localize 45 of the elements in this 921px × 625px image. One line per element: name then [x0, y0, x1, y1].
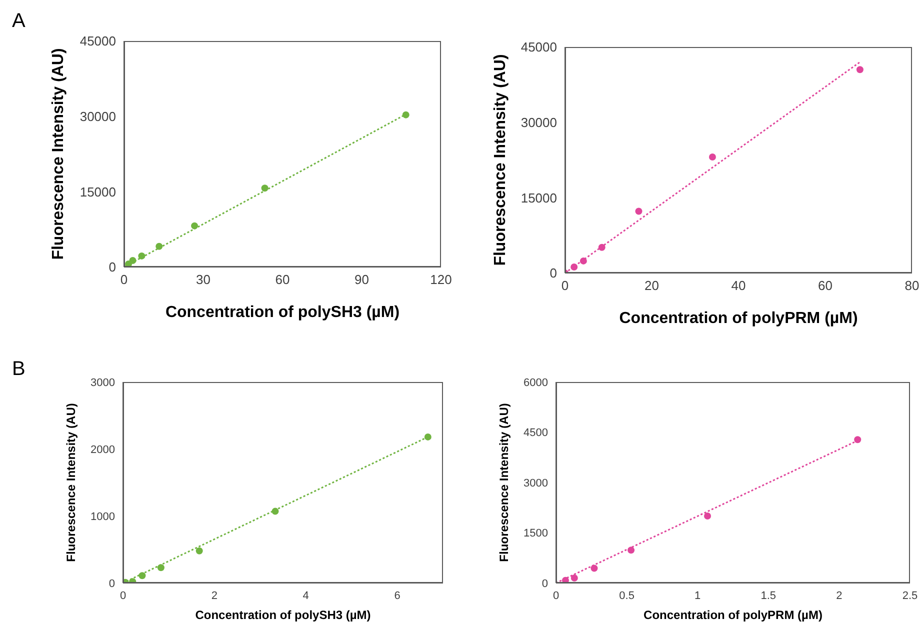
- y-axis-title: Fluorescence Intensity (AU): [492, 54, 509, 266]
- x-tick-label: 40: [731, 278, 746, 294]
- x-tick-label: 0.5: [619, 590, 634, 602]
- x-tick-label: 4: [302, 590, 309, 602]
- y-tick-label: 1500: [524, 528, 548, 540]
- y-axis-title: Fluorescence Intensity (AU): [50, 48, 67, 260]
- y-tick-label: 45000: [520, 40, 557, 55]
- x-tick-label: 20: [644, 278, 659, 294]
- x-tick-label: 60: [818, 278, 832, 294]
- x-tick-label: 0: [120, 590, 126, 602]
- x-tick-label: 1.5: [760, 590, 776, 602]
- x-tick-label: 6: [394, 590, 400, 602]
- x-tick-label: 2: [836, 590, 842, 602]
- x-tick-label: 90: [354, 272, 369, 288]
- y-tick-label: 30000: [520, 114, 557, 130]
- x-axis-title: Concentration of polyPRM (µM): [619, 310, 858, 327]
- y-tick-label: 15000: [80, 184, 116, 200]
- y-tick-label: 3000: [524, 477, 548, 490]
- x-axis-title: Concentration of polyPRM (µM): [644, 608, 822, 622]
- x-tick-label: 2: [211, 590, 218, 602]
- y-tick-label: 0: [108, 260, 116, 275]
- y-tick-label: 45000: [80, 34, 116, 49]
- y-tick-label: 6000: [524, 376, 548, 389]
- y-tick-label: 30000: [80, 108, 116, 124]
- y-tick-label: 0: [108, 578, 115, 590]
- x-tick-label: 2.5: [902, 590, 918, 602]
- x-tick-label: 0: [561, 278, 569, 294]
- y-tick-label: 2000: [90, 444, 115, 456]
- x-tick-label: 0: [120, 272, 128, 288]
- y-tick-label: 0: [542, 578, 548, 590]
- y-tick-label: 3000: [90, 376, 115, 389]
- x-tick-label: 120: [430, 272, 452, 288]
- y-axis-title: Fluorescence Intensity (AU): [496, 403, 511, 562]
- y-axis-title: Fluorescence Intensity (AU): [64, 403, 78, 562]
- text: B: [12, 358, 26, 381]
- x-tick-label: 30: [196, 272, 210, 288]
- x-axis-title: Concentration of polySH3 (µM): [165, 304, 400, 321]
- x-tick-label: 60: [275, 272, 290, 288]
- x-axis-title: Concentration of polySH3 (µM): [195, 608, 371, 622]
- x-tick-label: 1: [694, 590, 701, 602]
- y-tick-label: 4500: [524, 427, 548, 440]
- text: A: [12, 10, 26, 33]
- x-tick-label: 80: [904, 278, 920, 294]
- y-tick-label: 15000: [520, 190, 557, 206]
- y-tick-label: 1000: [90, 510, 115, 523]
